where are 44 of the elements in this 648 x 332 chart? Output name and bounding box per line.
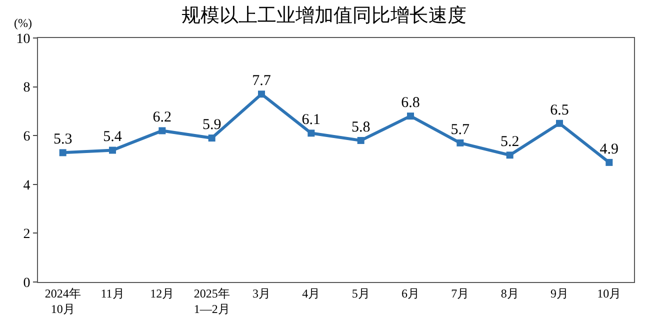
y-tick-label: 2 [23, 227, 30, 242]
y-tick-label: 10 [16, 32, 30, 47]
x-tick-label: 12月 [150, 286, 174, 300]
x-tick-label: 9月 [550, 286, 568, 300]
data-label: 5.9 [202, 116, 222, 133]
point [208, 134, 216, 142]
data-label: 6.8 [401, 94, 420, 111]
y-axis-title: (%) [14, 16, 32, 30]
point [456, 139, 464, 146]
point [258, 90, 265, 98]
x-tick-label: 2025年 1—2月 [194, 286, 230, 316]
x-tick-label: 2024年 10月 [44, 286, 81, 316]
point [556, 120, 563, 127]
x-tick-label: 8月 [500, 286, 519, 300]
y-tick-label: 4 [23, 178, 30, 194]
x-tick-label: 3月 [252, 286, 270, 300]
x-tick-label: 4月 [302, 286, 320, 300]
point [308, 130, 315, 137]
point [357, 136, 364, 144]
data-label: 5.3 [53, 132, 72, 148]
x-tick-label: 7月 [451, 286, 470, 300]
data-label: 7.7 [252, 72, 272, 89]
point [158, 127, 166, 134]
chart-title: 规模以上工业增加值同比增长速度 [182, 4, 466, 27]
data-label: 5.7 [450, 122, 470, 138]
data-label: 6.5 [550, 102, 569, 118]
point [109, 146, 116, 154]
data-label: 6.2 [152, 110, 172, 126]
x-tick-label: 11月 [100, 286, 124, 300]
point [506, 152, 514, 159]
data-label: 5.2 [500, 134, 520, 150]
x-tick-label: 6月 [402, 286, 420, 300]
y-tick-label: 8 [23, 80, 30, 96]
point [59, 149, 66, 156]
y-tick-label: 0 [23, 276, 30, 291]
data-label: 5.4 [103, 129, 122, 146]
data-label: 5.8 [351, 119, 370, 136]
data-label: 4.9 [600, 141, 619, 158]
point [606, 158, 613, 166]
x-tick-label: 10月 [597, 286, 622, 300]
data-label: 6.1 [302, 112, 321, 128]
y-tick-label: 6 [23, 130, 30, 144]
x-tick-label: 5月 [352, 286, 370, 300]
point [407, 112, 414, 120]
